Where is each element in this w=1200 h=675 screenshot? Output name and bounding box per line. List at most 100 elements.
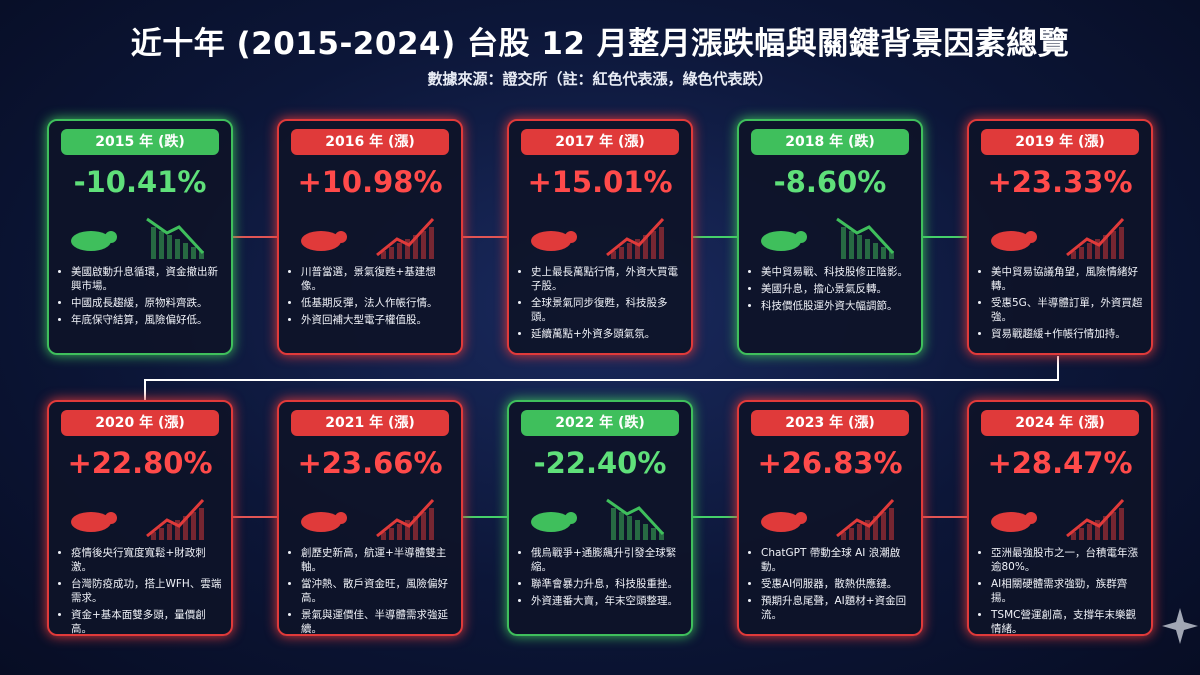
bar-icon bbox=[1111, 512, 1116, 540]
bullet: 美國升息，擔心景氣反轉。 bbox=[761, 282, 913, 296]
animal-icon bbox=[991, 512, 1031, 532]
bar-icon bbox=[1103, 235, 1108, 259]
animal-head bbox=[1025, 512, 1037, 524]
animal-head bbox=[565, 512, 577, 524]
bar-icon bbox=[191, 512, 196, 540]
animal-head bbox=[1025, 231, 1037, 243]
bullet: 資金+基本面雙多頭，量價創高。 bbox=[71, 608, 223, 636]
trend-icon bbox=[761, 498, 895, 540]
bullet: 美國啟動升息循環，資金撤出新興市場。 bbox=[71, 265, 223, 293]
bullet: 全球景氣同步復甦，科技股多頭。 bbox=[531, 296, 683, 324]
bar-icon bbox=[1079, 247, 1084, 259]
bar-icon bbox=[651, 528, 656, 540]
bar-icon bbox=[857, 235, 862, 259]
year-card: 2019 年 (漲) +23.33% 美中貿易協議角望，風險情緒好轉。受惠5G、半導… bbox=[967, 119, 1153, 355]
bullet: 美中貿易戰、科技股修正陰影。 bbox=[761, 265, 913, 279]
change-value: +23.33% bbox=[987, 165, 1133, 199]
trend-icon bbox=[991, 498, 1125, 540]
trend-icon bbox=[301, 498, 435, 540]
year-card: 2017 年 (漲) +15.01% 史上最長萬點行情，外資大買電子股。全球景氣同步… bbox=[507, 119, 693, 355]
bar-icon bbox=[1119, 508, 1124, 540]
bar-icon bbox=[429, 227, 434, 259]
arrow-icon bbox=[376, 217, 435, 257]
bullet: 低基期反彈，法人作帳行情。 bbox=[301, 296, 453, 310]
bar-icon bbox=[159, 231, 164, 259]
bar-icon bbox=[183, 243, 188, 259]
year-card: 2018 年 (跌) -8.60% 美中貿易戰、科技股修正陰影。美國升息，擔心景氣反… bbox=[737, 119, 923, 355]
bar-icon bbox=[183, 516, 188, 540]
arrow-icon bbox=[836, 498, 895, 538]
trend-icon bbox=[761, 217, 895, 259]
bar-icon bbox=[429, 508, 434, 540]
card-header: 2017 年 (漲) bbox=[521, 129, 679, 155]
year-card: 2022 年 (跌) -22.40% 俄烏戰爭+通膨飆升引發全球緊縮。聯準會暴力升息… bbox=[507, 400, 693, 636]
year-card: 2020 年 (漲) +22.80% 疫情後央行寬度寬鬆+財政刺激。台灣防疫成功，搭… bbox=[47, 400, 233, 636]
animal-icon bbox=[991, 231, 1031, 251]
card-header: 2021 年 (漲) bbox=[291, 410, 449, 436]
bullet: 外資連番大賣，年末空頭整理。 bbox=[531, 594, 683, 608]
bullet: TSMC營運創高，支撐年末樂觀情緒。 bbox=[991, 608, 1143, 636]
bar-icon bbox=[635, 239, 640, 259]
bullet-list: 史上最長萬點行情，外資大買電子股。全球景氣同步復甦，科技股多頭。延續萬點+外資多… bbox=[519, 265, 683, 344]
arrow-icon bbox=[836, 217, 895, 255]
bar-icon bbox=[381, 251, 386, 259]
bar-icon bbox=[405, 520, 410, 540]
card-header: 2020 年 (漲) bbox=[61, 410, 219, 436]
bar-icon bbox=[381, 532, 386, 540]
bar-icon bbox=[865, 239, 870, 259]
year-card: 2021 年 (漲) +23.66% 創歷史新高，航運+半導體雙主軸。當沖熱、散戶資… bbox=[277, 400, 463, 636]
bar-icon bbox=[651, 231, 656, 259]
bullet: ChatGPT 帶動全球 AI 浪潮啟動。 bbox=[761, 546, 913, 574]
card-header: 2022 年 (跌) bbox=[521, 410, 679, 436]
bar-icon bbox=[881, 247, 886, 259]
arrow-icon bbox=[606, 217, 665, 257]
arrow-icon bbox=[376, 498, 435, 538]
bar-icon bbox=[889, 508, 894, 540]
bar-icon bbox=[643, 235, 648, 259]
change-value: +10.98% bbox=[297, 165, 443, 199]
animal-icon bbox=[531, 231, 571, 251]
change-value: +28.47% bbox=[987, 446, 1133, 480]
bar-icon bbox=[151, 532, 156, 540]
arrow-icon bbox=[1066, 217, 1125, 257]
card-header: 2023 年 (漲) bbox=[751, 410, 909, 436]
bar-icon bbox=[659, 532, 664, 540]
bullet: 史上最長萬點行情，外資大買電子股。 bbox=[531, 265, 683, 293]
bar-icon bbox=[1095, 520, 1100, 540]
bullet-list: 創歷史新高，航運+半導體雙主軸。當沖熱、散戶資金旺，風險偏好高。景氣與運價佳、半… bbox=[289, 546, 453, 639]
trend-icon bbox=[301, 217, 435, 259]
bar-icon bbox=[421, 512, 426, 540]
bullet: 當沖熱、散戶資金旺，風險偏好高。 bbox=[301, 577, 453, 605]
bullet: 疫情後央行寬度寬鬆+財政刺激。 bbox=[71, 546, 223, 574]
bar-icon bbox=[881, 512, 886, 540]
bar-icon bbox=[1071, 251, 1076, 259]
bar-icon bbox=[889, 251, 894, 259]
trend-icon bbox=[531, 498, 665, 540]
bar-icon bbox=[1111, 231, 1116, 259]
arrow-icon bbox=[606, 498, 665, 536]
change-value: -8.60% bbox=[773, 165, 887, 199]
bullet-list: 疫情後央行寬度寬鬆+財政刺激。台灣防疫成功，搭上WFH、雲端需求。資金+基本面雙… bbox=[59, 546, 223, 639]
arrow-icon bbox=[146, 498, 205, 538]
bar-icon bbox=[413, 235, 418, 259]
animal-icon bbox=[531, 512, 571, 532]
bullet: 景氣與運價佳、半導體需求強延續。 bbox=[301, 608, 453, 636]
bar-icon bbox=[159, 528, 164, 540]
title: 近十年 (2015-2024) 台股 12 月整月漲跌幅與關鍵背景因素總覽 bbox=[130, 26, 1070, 62]
bar-icon bbox=[1087, 524, 1092, 540]
bullet: 受惠AI伺服器，散熱供應鏈。 bbox=[761, 577, 913, 591]
bar-icon bbox=[175, 520, 180, 540]
animal-icon bbox=[761, 512, 801, 532]
animal-head bbox=[105, 512, 117, 524]
bullet: 亞洲最強股市之一，台積電年漲逾80%。 bbox=[991, 546, 1143, 574]
bar-icon bbox=[1071, 532, 1076, 540]
bar-icon bbox=[857, 524, 862, 540]
bar-icon bbox=[619, 512, 624, 540]
bar-icon bbox=[611, 251, 616, 259]
bar-icon bbox=[167, 524, 172, 540]
bar-icon bbox=[397, 524, 402, 540]
bullet-list: 美國啟動升息循環，資金撤出新興市場。中國成長趨緩，原物料齊跌。年底保守結算，風險… bbox=[59, 265, 223, 330]
bullet-list: 美中貿易協議角望，風險情緒好轉。受惠5G、半導體訂單，外資買超強。貿易戰趨緩+作… bbox=[979, 265, 1143, 344]
